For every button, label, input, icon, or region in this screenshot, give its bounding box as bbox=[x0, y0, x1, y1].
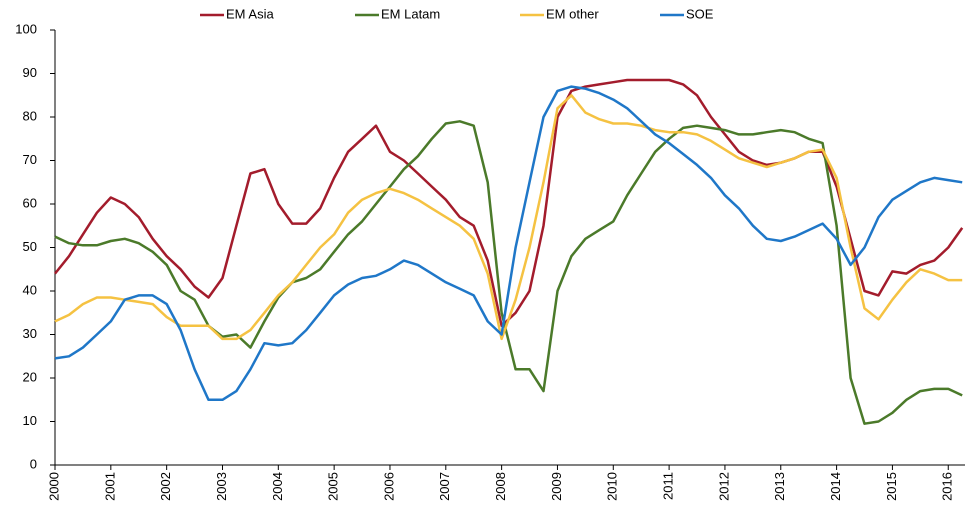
legend-label: EM other bbox=[546, 6, 599, 21]
y-tick-label: 50 bbox=[23, 239, 37, 254]
x-tick-label: 2012 bbox=[716, 472, 731, 501]
x-tick-label: 2004 bbox=[270, 472, 285, 501]
series-line bbox=[54, 94, 963, 341]
y-tick-label: 30 bbox=[23, 326, 37, 341]
y-tick-label: 80 bbox=[23, 108, 37, 123]
x-tick-label: 2007 bbox=[437, 472, 452, 501]
y-tick-label: 60 bbox=[23, 195, 37, 210]
x-tick-label: 2009 bbox=[549, 472, 564, 501]
x-tick-label: 2001 bbox=[102, 472, 117, 501]
y-tick-label: 40 bbox=[23, 282, 37, 297]
x-tick-label: 2002 bbox=[158, 472, 173, 501]
x-tick-label: 2000 bbox=[46, 472, 61, 501]
legend-label: SOE bbox=[686, 6, 714, 21]
x-tick-label: 2006 bbox=[381, 472, 396, 501]
x-tick-label: 2010 bbox=[605, 472, 620, 501]
x-tick-label: 2013 bbox=[772, 472, 787, 501]
series-line bbox=[54, 120, 963, 425]
y-tick-label: 100 bbox=[15, 21, 37, 36]
y-tick-label: 0 bbox=[30, 456, 37, 471]
y-tick-label: 90 bbox=[23, 65, 37, 80]
x-tick-label: 2016 bbox=[940, 472, 955, 501]
series-line bbox=[54, 85, 963, 402]
legend-label: EM Asia bbox=[226, 6, 274, 21]
x-tick-label: 2003 bbox=[214, 472, 229, 501]
legend-label: EM Latam bbox=[381, 6, 440, 21]
x-tick-label: 2008 bbox=[493, 472, 508, 501]
y-tick-label: 20 bbox=[23, 369, 37, 384]
x-tick-label: 2015 bbox=[884, 472, 899, 501]
y-tick-label: 10 bbox=[23, 413, 37, 428]
x-tick-label: 2011 bbox=[661, 472, 676, 500]
y-tick-label: 70 bbox=[23, 152, 37, 167]
x-tick-label: 2014 bbox=[828, 472, 843, 501]
x-tick-label: 2005 bbox=[326, 472, 341, 501]
